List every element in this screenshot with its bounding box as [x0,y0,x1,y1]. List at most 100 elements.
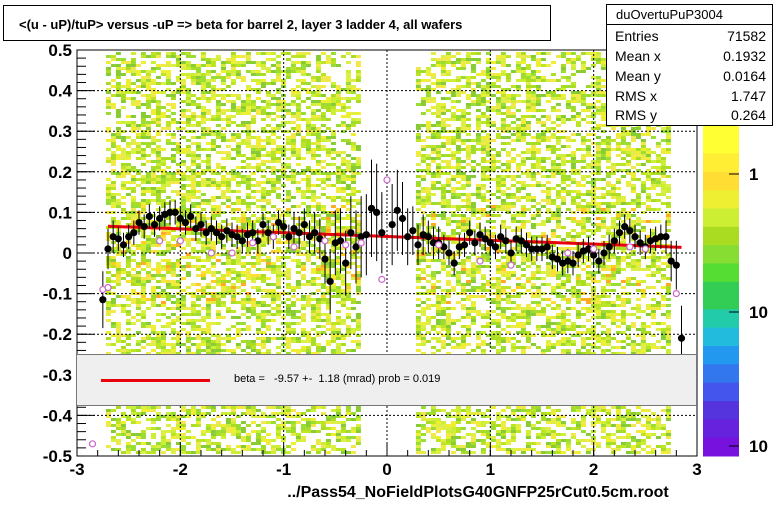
heatmap-cell [485,325,491,328]
heatmap-cell [350,142,356,145]
heatmap-cell [140,406,146,409]
heatmap-cell [450,205,456,208]
heatmap-cell [185,244,191,247]
heatmap-cell [185,118,191,121]
heatmap-cell [140,205,146,208]
heatmap-cell [270,190,276,193]
heatmap-cell [275,307,281,310]
heatmap-cell [140,325,146,328]
heatmap-cell [425,154,431,157]
heatmap-cell [345,160,351,163]
heatmap-cell [285,313,291,316]
heatmap-cell [480,196,486,199]
heatmap-cell [320,160,326,163]
heatmap-cell [295,415,301,418]
heatmap-cell [500,100,506,103]
heatmap-cell [205,259,211,262]
heatmap-cell [435,82,441,85]
heatmap-cell [425,427,431,430]
heatmap-cell [120,172,126,175]
heatmap-cell [240,202,246,205]
heatmap-cell [340,283,346,286]
heatmap-cell [200,328,206,331]
heatmap-cell [190,115,196,118]
heatmap-cell [130,316,136,319]
heatmap-cell [315,163,321,166]
heatmap-cell [170,346,176,349]
heatmap-cell [490,148,496,151]
heatmap-cell [480,325,486,328]
heatmap-cell [445,154,451,157]
heatmap-cell [115,64,121,67]
heatmap-cell [450,61,456,64]
heatmap-cell [275,412,281,415]
heatmap-cell [255,145,261,148]
heatmap-cell [195,346,201,349]
heatmap-cell [265,100,271,103]
heatmap-cell [445,124,451,127]
heatmap-cell [435,121,441,124]
heatmap-cell [150,67,156,70]
heatmap-cell [285,214,291,217]
heatmap-cell [345,271,351,274]
heatmap-cell [475,187,481,190]
heatmap-cell [220,175,226,178]
heatmap-cell [195,136,201,139]
heatmap-cell [325,136,331,139]
heatmap-cell [255,112,261,115]
heatmap-cell [165,241,171,244]
heatmap-cell [485,115,491,118]
heatmap-cell [265,70,271,73]
heatmap-cell [120,121,126,124]
heatmap-cell [180,148,186,151]
heatmap-cell [315,451,321,454]
heatmap-cell [195,337,201,340]
heatmap-cell [315,301,321,304]
heatmap-cell [140,286,146,289]
heatmap-cell [355,430,361,433]
heatmap-cell [255,217,261,220]
heatmap-cell [240,271,246,274]
heatmap-cell [310,214,316,217]
heatmap-cell [480,91,486,94]
heatmap-cell [295,181,301,184]
heatmap-cell [255,148,261,151]
heatmap-cell [185,94,191,97]
heatmap-cell [445,202,451,205]
heatmap-cell [485,124,491,127]
heatmap-cell [200,178,206,181]
heatmap-cell [325,298,331,301]
heatmap-cell [115,421,121,424]
heatmap-cell [430,148,436,151]
heatmap-cell [150,193,156,196]
heatmap-cell [310,76,316,79]
heatmap-cell [270,94,276,97]
heatmap-cell [355,121,361,124]
heatmap-cell [335,349,341,352]
heatmap-cell [220,253,226,256]
heatmap-cell [465,256,471,259]
heatmap-cell [465,409,471,412]
heatmap-cell [125,124,131,127]
heatmap-cell [300,169,306,172]
heatmap-cell [485,316,491,319]
heatmap-cell [230,277,236,280]
heatmap-cell [160,346,166,349]
heatmap-cell [170,433,176,436]
heatmap-cell [200,172,206,175]
heatmap-cell [110,58,116,61]
heatmap-cell [215,448,221,451]
heatmap-cell [305,190,311,193]
heatmap-cell [230,121,236,124]
heatmap-cell [125,406,131,409]
heatmap-cell [290,310,296,313]
heatmap-cell [345,169,351,172]
heatmap-cell [105,148,111,151]
heatmap-cell [440,121,446,124]
heatmap-cell [105,73,111,76]
heatmap-cell [140,211,146,214]
heatmap-cell [205,118,211,121]
heatmap-cell [110,172,116,175]
heatmap-cell [105,97,111,100]
heatmap-cell [485,343,491,346]
